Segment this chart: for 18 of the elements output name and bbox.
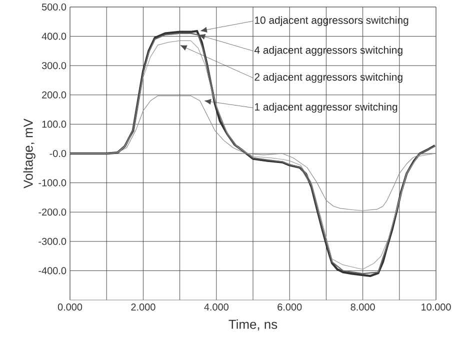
y-tick-label: -200.0 (38, 208, 66, 216)
y-tick-label: 200.0 (42, 91, 66, 98)
x-tick-label: 2.000 (131, 304, 156, 311)
y-tick-label: -0.0 (50, 150, 66, 158)
y-axis-title: Voltage, mV (23, 118, 36, 188)
x-tick-label: 6.000 (278, 304, 302, 311)
y-tick-label: 300.0 (42, 62, 66, 70)
y-tick-label: 400.0 (42, 32, 66, 40)
y-tick-label: 100.0 (42, 120, 66, 128)
y-tick-label: -400.0 (38, 267, 66, 274)
x-tick-label: 0.000 (58, 304, 82, 311)
y-tick-label: -100.0 (38, 179, 66, 186)
x-axis-title: Time, ns (228, 319, 278, 330)
x-tick-label: 8.000 (350, 304, 375, 311)
y-tick-label: 500.0 (42, 3, 66, 11)
x-tick-label: 4.000 (204, 304, 228, 311)
y-tick-label: -300.0 (38, 238, 66, 245)
x-tick-label: 10.000 (422, 304, 451, 311)
